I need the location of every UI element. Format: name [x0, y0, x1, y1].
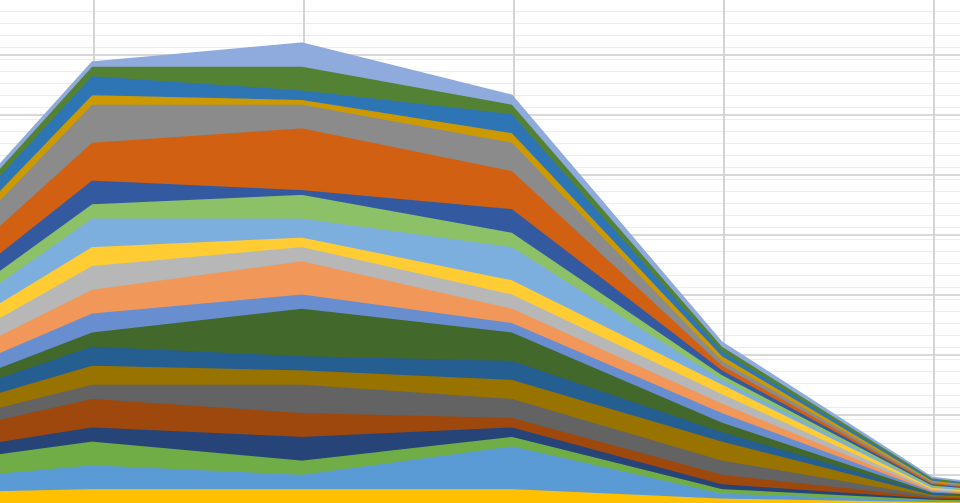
area-series	[0, 42, 960, 482]
